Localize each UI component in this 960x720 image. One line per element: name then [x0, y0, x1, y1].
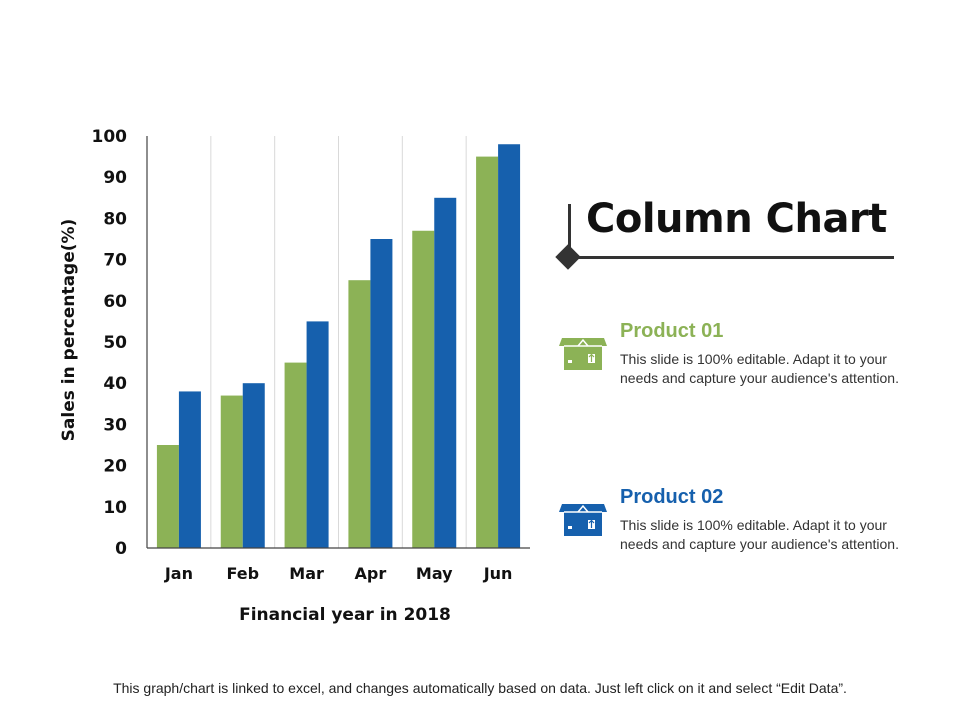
- y-tick-label: 100: [92, 127, 128, 147]
- title-horizontal-rule: [576, 256, 894, 259]
- bar-product-02-jan: [178, 391, 201, 548]
- bar-product-01-feb: [220, 395, 243, 548]
- bar-product-01-jun: [476, 156, 499, 548]
- product-02-name: Product 02: [620, 486, 724, 508]
- y-tick-label: 20: [103, 457, 127, 477]
- x-tick-label: Mar: [289, 564, 324, 583]
- grid-lines: [210, 136, 467, 548]
- title-diamond-marker: [555, 244, 581, 270]
- title-vertical-rule: [568, 204, 571, 252]
- y-tick-label: 40: [103, 374, 127, 394]
- x-axis-title: Financial year in 2018: [239, 605, 451, 625]
- bar-product-01-jan: [156, 445, 179, 548]
- x-tick-label: Jun: [483, 564, 513, 583]
- footer-note: This graph/chart is linked to excel, and…: [113, 680, 847, 696]
- x-tick-label: May: [416, 564, 453, 583]
- y-tick-label: 10: [103, 498, 127, 518]
- bar-product-02-mar: [306, 321, 329, 548]
- product-01-name: Product 01: [620, 320, 724, 342]
- product-02-description: This slide is 100% editable. Adapt it to…: [620, 517, 899, 552]
- y-tick-label: 30: [103, 415, 127, 435]
- box-icon: [559, 338, 607, 370]
- box-icon: [559, 504, 607, 536]
- x-tick-label: Feb: [226, 564, 259, 583]
- bar-product-02-feb: [242, 383, 265, 548]
- bars: [156, 144, 521, 549]
- y-axis-title: Sales in percentage(%): [59, 219, 79, 442]
- x-tick-label: Jan: [164, 564, 193, 583]
- title-block: Column Chart: [554, 196, 914, 276]
- y-tick-label: 70: [103, 251, 127, 271]
- bar-product-01-may: [412, 230, 435, 548]
- y-tick-label: 80: [103, 209, 127, 229]
- bar-product-02-jun: [498, 144, 521, 549]
- bar-product-02-apr: [370, 239, 393, 548]
- column-chart: 0 10 20 30 40 50 60 70 80 90 100 Jan Feb Mar Apr May Ju…: [59, 127, 530, 625]
- y-tick-label: 90: [103, 168, 127, 188]
- bar-product-01-apr: [348, 280, 371, 548]
- y-tick-labels: 0 10 20 30 40 50 60 70 80 90 100: [92, 127, 128, 559]
- x-tick-label: Apr: [355, 564, 387, 583]
- x-tick-labels: Jan Feb Mar Apr May Jun: [164, 564, 513, 583]
- axes: [146, 136, 530, 549]
- bar-product-01-mar: [284, 362, 307, 548]
- y-tick-label: 60: [103, 292, 127, 312]
- bar-product-02-may: [434, 197, 457, 549]
- y-tick-label: 0: [115, 539, 127, 559]
- product-01-description: This slide is 100% editable. Adapt it to…: [620, 351, 899, 386]
- page-title: Column Chart: [586, 196, 887, 242]
- y-tick-label: 50: [103, 333, 127, 353]
